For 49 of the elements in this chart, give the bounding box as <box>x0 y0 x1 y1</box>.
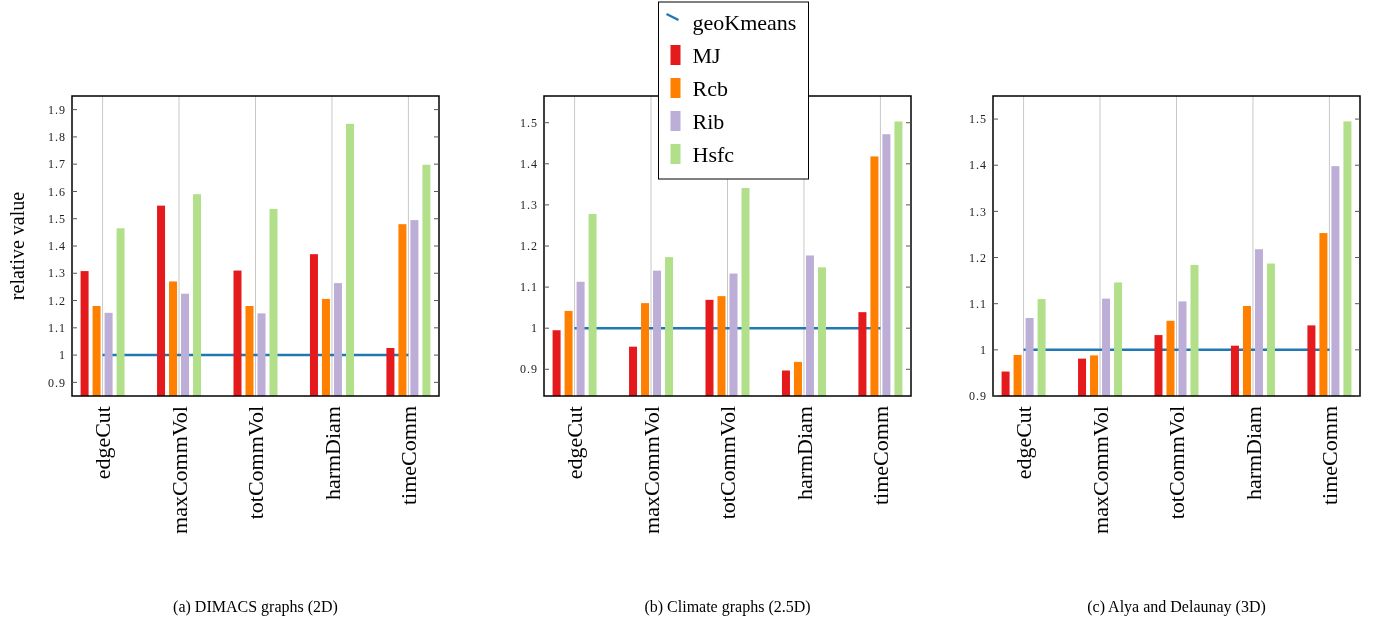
y-tick-label: 1.5 <box>969 112 987 127</box>
legend-label: Hsfc <box>692 141 735 167</box>
x-tick-label: edgeCut <box>90 406 116 480</box>
x-tick-label: maxCommVol <box>1087 406 1113 534</box>
y-tick-label: 1.3 <box>969 204 987 219</box>
x-tick-label: edgeCut <box>562 406 588 480</box>
legend-label: geoKmeans <box>692 9 797 35</box>
y-tick-label: 1.2 <box>520 239 538 254</box>
y-tick-label: 1.2 <box>48 293 66 308</box>
x-tick-label: harmDiam <box>319 406 345 501</box>
y-tick-label: 1.5 <box>520 115 538 130</box>
y-tick-label: 0.9 <box>969 389 987 404</box>
x-tick-label: harmDiam <box>1240 406 1266 501</box>
y-tick-label: 1.4 <box>969 158 987 173</box>
y-tick-label: 0.9 <box>520 362 538 377</box>
y-tick-label: 1.4 <box>48 239 66 254</box>
y-tick-label: 0.9 <box>48 375 66 390</box>
y-tick-label: 1.3 <box>48 266 66 281</box>
y-tick-label: 1.1 <box>969 296 987 311</box>
x-tick-label: timeComm <box>1317 406 1343 505</box>
legend-label: Rib <box>692 108 725 134</box>
y-tick-label: 1 <box>59 348 66 363</box>
y-tick-label: 1.7 <box>48 157 66 172</box>
y-tick-label: 1.1 <box>48 321 66 336</box>
legend-label: MJ <box>692 42 722 68</box>
y-tick-label: 1 <box>531 321 538 336</box>
x-tick-label: timeComm <box>868 406 894 505</box>
x-tick-label: harmDiam <box>791 406 817 501</box>
y-tick-label: 1.4 <box>520 157 538 172</box>
y-tick-label: 1.1 <box>520 280 538 295</box>
x-tick-label: maxCommVol <box>166 406 192 534</box>
x-tick-label: timeComm <box>396 406 422 505</box>
y-axis-title: relative value <box>6 191 28 301</box>
legend-label: Rcb <box>692 75 728 101</box>
text: (a) DIMACS graphs (2D) <box>173 598 338 616</box>
y-tick-label: 1.8 <box>48 130 66 145</box>
y-tick-label: 1.5 <box>48 211 66 226</box>
x-tick-label: totCommVol <box>243 406 269 520</box>
x-tick-label: totCommVol <box>715 406 741 520</box>
y-tick-label: 1.9 <box>48 102 66 117</box>
y-tick-label: 1.6 <box>48 184 66 199</box>
y-tick-label: 1.2 <box>969 250 987 265</box>
text: (b) Climate graphs (2.5D) <box>644 598 811 616</box>
y-tick-label: 1.3 <box>520 198 538 213</box>
x-tick-label: edgeCut <box>1011 406 1037 480</box>
x-tick-label: maxCommVol <box>638 406 664 534</box>
text: (c) Alya and Delaunay (3D) <box>1087 598 1266 616</box>
y-tick-label: 1 <box>980 343 987 358</box>
x-tick-label: totCommVol <box>1164 406 1190 520</box>
